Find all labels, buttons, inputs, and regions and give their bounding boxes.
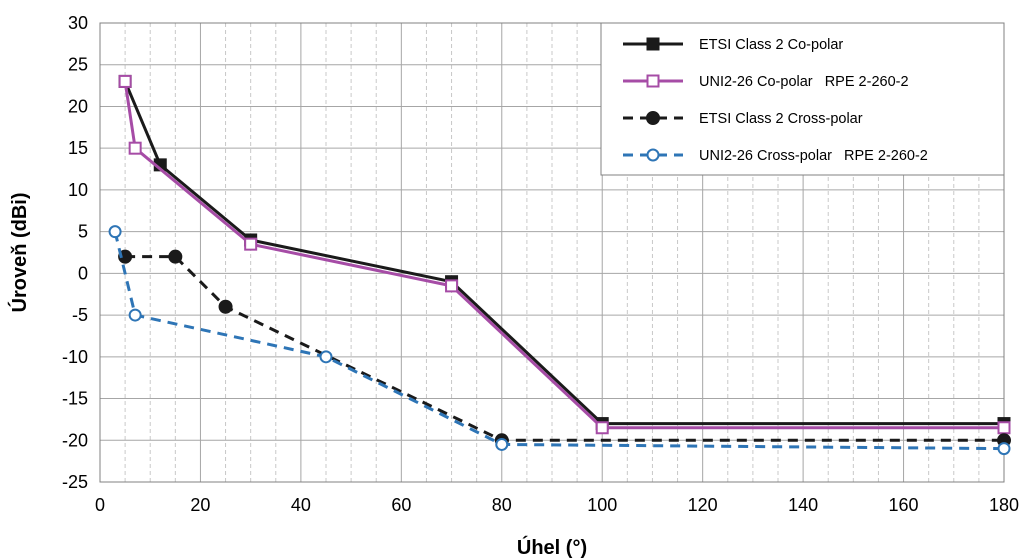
- series-line: [123, 80, 1004, 426]
- x-tick-label: 100: [587, 495, 617, 515]
- legend-swatch-marker: [646, 111, 660, 125]
- legend-label: ETSI Class 2 Cross-polar: [699, 111, 863, 127]
- y-tick-label: -15: [62, 389, 88, 409]
- data-point: [168, 249, 183, 264]
- legend-label: UNI2-26 Co-polar RPE 2-260-2: [699, 74, 909, 90]
- legend-label: UNI2-26 Cross-polar RPE 2-260-2: [699, 148, 928, 164]
- legend-label: ETSI Class 2 Co-polar: [699, 37, 843, 53]
- series-2: [118, 74, 1011, 435]
- plot-area-frame: [99, 22, 1005, 483]
- data-point: [319, 350, 333, 364]
- y-axis-title: Úroveň (dBi): [7, 193, 31, 313]
- y-axis-ticks: 30 25 20 15 10 5 0 -5 -10 -15 -20 -25: [62, 13, 88, 492]
- legend-swatch-marker: [646, 148, 660, 162]
- legend: ETSI Class 2 Co-polar UNI2-26 Co-polar RP…: [600, 22, 1005, 176]
- y-tick-label: -5: [72, 305, 88, 325]
- x-axis-ticks: 0 20 40 60 80 100 120 140 160 180: [95, 495, 1019, 515]
- y-tick-label: 0: [78, 263, 88, 283]
- x-tick-label: 0: [95, 495, 105, 515]
- x-tick-label: 160: [889, 495, 919, 515]
- y-tick-label: 20: [68, 96, 88, 116]
- legend-swatch-marker: [646, 37, 660, 51]
- y-tick-label: -20: [62, 430, 88, 450]
- data-point: [495, 437, 509, 451]
- y-tick-label: 15: [68, 138, 88, 158]
- x-tick-label: 180: [989, 495, 1019, 515]
- data-point: [997, 421, 1011, 435]
- y-tick-label: -10: [62, 347, 88, 367]
- data-point: [595, 421, 609, 435]
- legend-box: [600, 22, 1005, 176]
- data-point: [118, 249, 133, 264]
- y-tick-label: -25: [62, 472, 88, 492]
- x-tick-label: 60: [391, 495, 411, 515]
- series-line: [123, 81, 1004, 430]
- data-point: [128, 141, 142, 155]
- legend-entry: ETSI Class 2 Cross-polar: [623, 111, 863, 127]
- x-tick-label: 40: [291, 495, 311, 515]
- data-point: [128, 308, 142, 322]
- data-point: [108, 225, 122, 239]
- series-4: [108, 225, 1011, 456]
- legend-swatch-marker: [646, 74, 660, 88]
- legend-entry: ETSI Class 2 Co-polar: [623, 37, 843, 53]
- y-tick-label: 30: [68, 13, 88, 33]
- data-point: [218, 299, 233, 314]
- x-tick-label: 140: [788, 495, 818, 515]
- series-line: [125, 255, 1004, 442]
- x-axis-title: Úhel (°): [517, 535, 587, 558]
- x-tick-label: 20: [190, 495, 210, 515]
- x-tick-label: 80: [492, 495, 512, 515]
- y-tick-label: 25: [68, 55, 88, 75]
- series-3: [118, 249, 1011, 448]
- legend-entry: UNI2-26 Cross-polar RPE 2-260-2: [623, 148, 928, 164]
- data-point: [118, 74, 132, 88]
- data-point: [997, 442, 1011, 456]
- x-tick-label: 120: [688, 495, 718, 515]
- data-point: [445, 279, 459, 293]
- series-line: [113, 231, 1005, 451]
- series-layer: [108, 74, 1011, 456]
- data-point: [244, 237, 258, 251]
- y-tick-label: 5: [78, 222, 88, 242]
- y-tick-label: 10: [68, 180, 88, 200]
- legend-entry: UNI2-26 Co-polar RPE 2-260-2: [623, 74, 909, 90]
